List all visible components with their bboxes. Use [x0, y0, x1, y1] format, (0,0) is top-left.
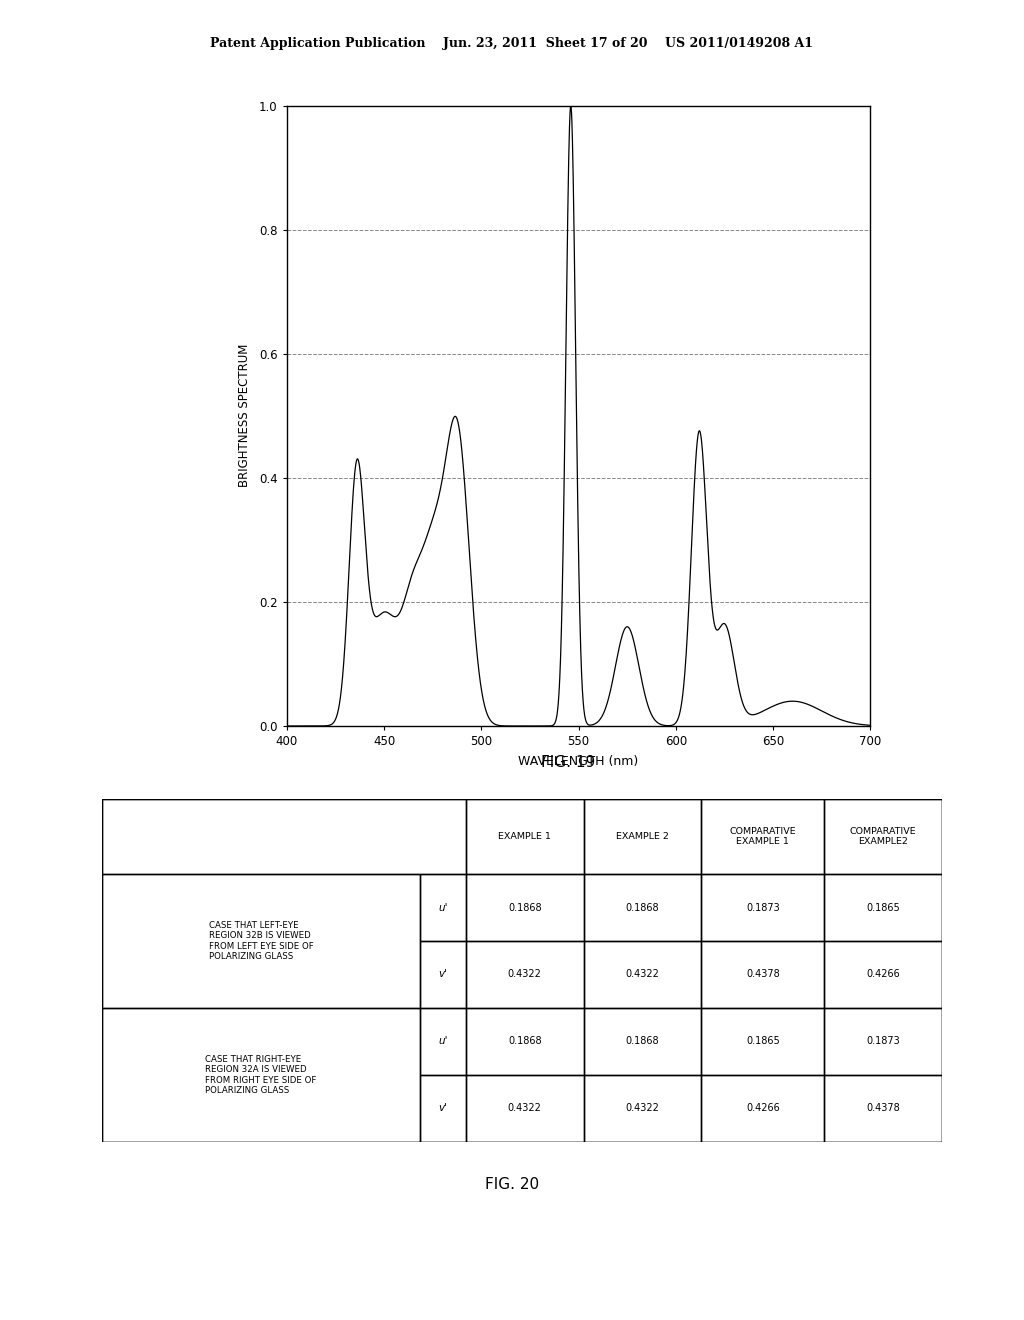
Bar — [824, 1074, 942, 1142]
Bar — [824, 1008, 942, 1074]
Text: 0.4266: 0.4266 — [866, 969, 900, 979]
Bar — [102, 1008, 420, 1142]
Text: 0.4322: 0.4322 — [626, 969, 659, 979]
X-axis label: WAVELENGTH (nm): WAVELENGTH (nm) — [518, 755, 639, 768]
Bar — [420, 1074, 466, 1142]
Bar — [420, 941, 466, 1008]
Text: 0.1873: 0.1873 — [866, 1036, 900, 1047]
Text: 0.1868: 0.1868 — [626, 1036, 659, 1047]
Text: 0.4378: 0.4378 — [866, 1104, 900, 1113]
Bar — [420, 1008, 466, 1074]
Bar — [824, 941, 942, 1008]
Bar — [466, 799, 584, 874]
Text: CASE THAT RIGHT-EYE
REGION 32A IS VIEWED
FROM RIGHT EYE SIDE OF
POLARIZING GLASS: CASE THAT RIGHT-EYE REGION 32A IS VIEWED… — [206, 1055, 316, 1096]
Bar — [466, 874, 584, 941]
Text: EXAMPLE 1: EXAMPLE 1 — [499, 832, 551, 841]
Bar — [466, 1074, 584, 1142]
Bar — [102, 874, 420, 1008]
Bar — [701, 1074, 824, 1142]
Text: 0.4322: 0.4322 — [626, 1104, 659, 1113]
Bar — [584, 1074, 701, 1142]
Bar — [420, 874, 466, 941]
Text: 0.1865: 0.1865 — [866, 903, 900, 912]
Bar — [701, 799, 824, 874]
Text: v': v' — [438, 969, 447, 979]
Text: 0.1868: 0.1868 — [626, 903, 659, 912]
Text: 0.1873: 0.1873 — [746, 903, 779, 912]
Bar — [466, 1008, 584, 1074]
Bar — [102, 799, 466, 874]
Text: COMPARATIVE
EXAMPLE2: COMPARATIVE EXAMPLE2 — [850, 826, 916, 846]
Text: 0.1868: 0.1868 — [508, 903, 542, 912]
Bar — [824, 799, 942, 874]
Bar — [701, 1008, 824, 1074]
Bar — [701, 874, 824, 941]
Text: v': v' — [438, 1104, 447, 1113]
Text: EXAMPLE 2: EXAMPLE 2 — [616, 832, 669, 841]
Bar — [466, 941, 584, 1008]
Text: FIG. 20: FIG. 20 — [485, 1177, 539, 1192]
Text: 0.4266: 0.4266 — [746, 1104, 779, 1113]
Bar — [584, 799, 701, 874]
Text: 0.4322: 0.4322 — [508, 1104, 542, 1113]
Text: u': u' — [438, 903, 447, 912]
Bar — [584, 1008, 701, 1074]
Text: COMPARATIVE
EXAMPLE 1: COMPARATIVE EXAMPLE 1 — [729, 826, 797, 846]
Text: CASE THAT LEFT-EYE
REGION 32B IS VIEWED
FROM LEFT EYE SIDE OF
POLARIZING GLASS: CASE THAT LEFT-EYE REGION 32B IS VIEWED … — [209, 921, 313, 961]
Bar — [824, 874, 942, 941]
Text: 0.1865: 0.1865 — [746, 1036, 779, 1047]
Text: u': u' — [438, 1036, 447, 1047]
Text: FIG. 19: FIG. 19 — [542, 755, 595, 770]
Text: Patent Application Publication    Jun. 23, 2011  Sheet 17 of 20    US 2011/01492: Patent Application Publication Jun. 23, … — [211, 37, 813, 50]
Bar — [584, 941, 701, 1008]
Text: 0.4378: 0.4378 — [746, 969, 779, 979]
Bar — [701, 941, 824, 1008]
Text: 0.4322: 0.4322 — [508, 969, 542, 979]
Text: 0.1868: 0.1868 — [508, 1036, 542, 1047]
Bar — [584, 874, 701, 941]
Y-axis label: BRIGHTNESS SPECTRUM: BRIGHTNESS SPECTRUM — [238, 345, 251, 487]
